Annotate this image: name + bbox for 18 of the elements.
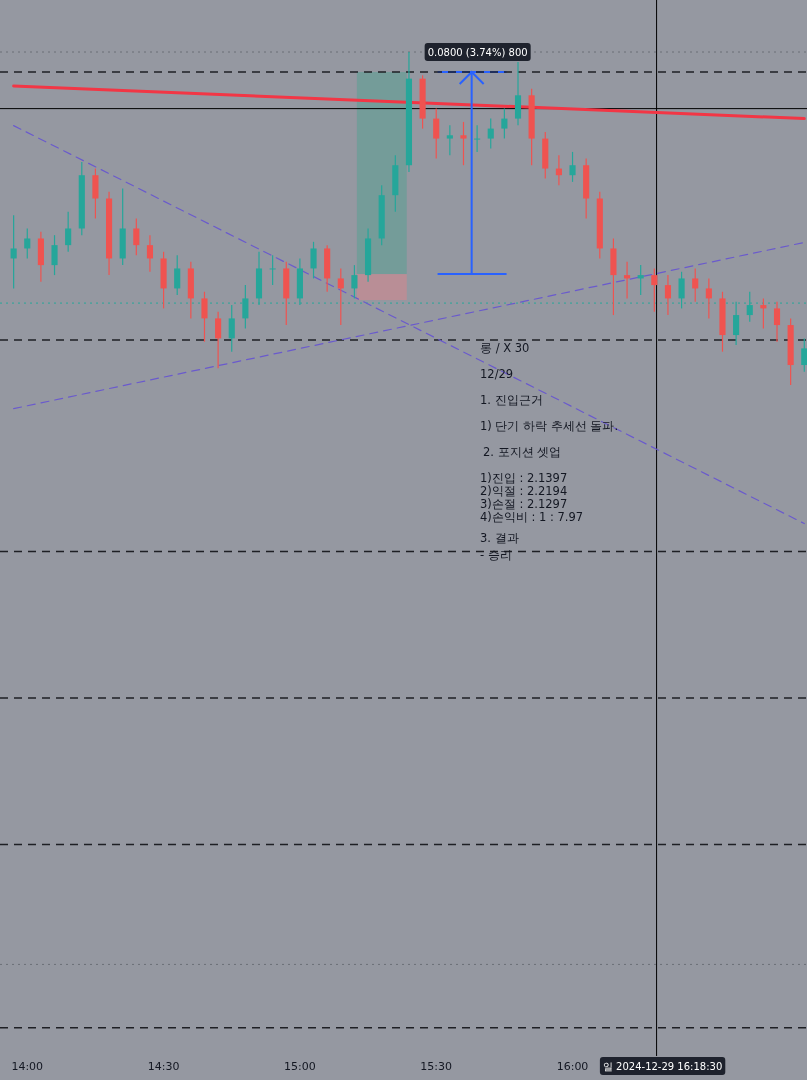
- text: 4)손익비 : 1 : 7.97: [480, 510, 584, 524]
- x-tick-label: 15:00: [284, 1060, 316, 1073]
- text: 3)손절 : 2.1297: [480, 497, 568, 511]
- text: 일 2024-12-29 16:18:30: [602, 1060, 723, 1072]
- text: 2)익절 : 2.2194: [480, 484, 568, 498]
- text: 1) 단기 하락 추세선 돌파.: [480, 419, 619, 433]
- x-tick-label: 15:30: [420, 1060, 453, 1073]
- x-tick-label: 14:00: [11, 1060, 44, 1073]
- x-tick-label: 16:00: [556, 1060, 589, 1073]
- text: 1. 진입근거: [480, 393, 543, 407]
- annotation: 12/29: [480, 367, 514, 381]
- annotation: 0.0800 (3.74%) 800: [427, 46, 528, 58]
- text: 1)진입 : 2.1397: [480, 471, 568, 485]
- text: 2. 포지션 셋업: [483, 445, 562, 459]
- text: - 승리: [480, 548, 512, 562]
- annotation: 롱 / X 30: [480, 341, 530, 355]
- text: 3. 결과: [480, 531, 519, 545]
- x-tick-label: 14:30: [147, 1060, 180, 1073]
